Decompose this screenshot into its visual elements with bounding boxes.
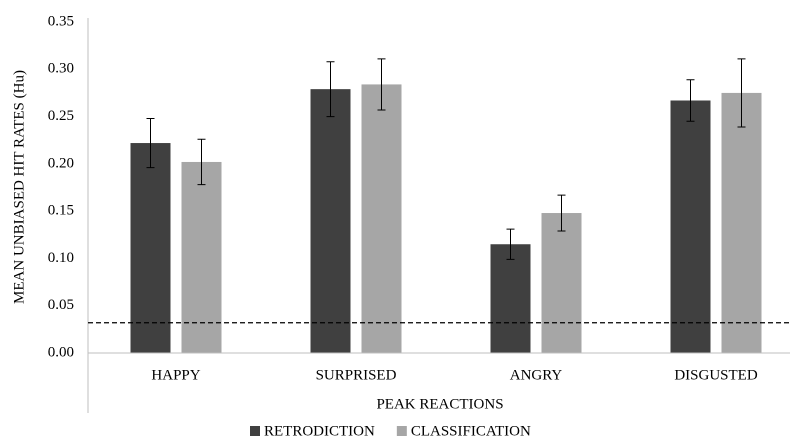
y-tick-label: 0.00 [48,344,74,360]
bar [361,84,402,353]
bar [130,143,171,353]
x-axis-label: PEAK REACTIONS [376,396,503,412]
error-bar [326,61,335,118]
legend-swatch [250,426,260,436]
x-tick-label: HAPPY [151,367,200,383]
error-bar [737,58,746,128]
bar [490,244,531,353]
bar [670,100,711,353]
bar [181,161,222,353]
error-bar [686,79,695,122]
y-tick-label: 0.15 [48,203,74,219]
bar [721,92,762,353]
y-tick-label: 0.05 [48,297,74,313]
x-tick-label: ANGRY [510,367,563,383]
y-tick-label: 0.10 [48,250,74,266]
x-tick-label: DISGUSTED [674,367,758,383]
y-tick-label: 0.20 [48,155,74,171]
error-bar [146,117,155,169]
error-bar [557,194,566,232]
error-bar [506,228,515,260]
bar [310,89,351,353]
y-axis-label: MEAN UNBIASED HIT RATES (Hu) [11,70,27,304]
y-tick-label: 0.35 [48,13,74,29]
error-bar [197,138,206,186]
bar [541,213,582,353]
legend-swatch [396,426,407,436]
error-bar [377,58,386,111]
legend-label: RETRODICTION [264,423,375,439]
y-tick-label: 0.30 [48,61,74,77]
y-tick-label: 0.25 [48,108,74,124]
legend-label: CLASSIFICATION [411,423,531,439]
x-tick-label: SURPRISED [316,367,397,383]
